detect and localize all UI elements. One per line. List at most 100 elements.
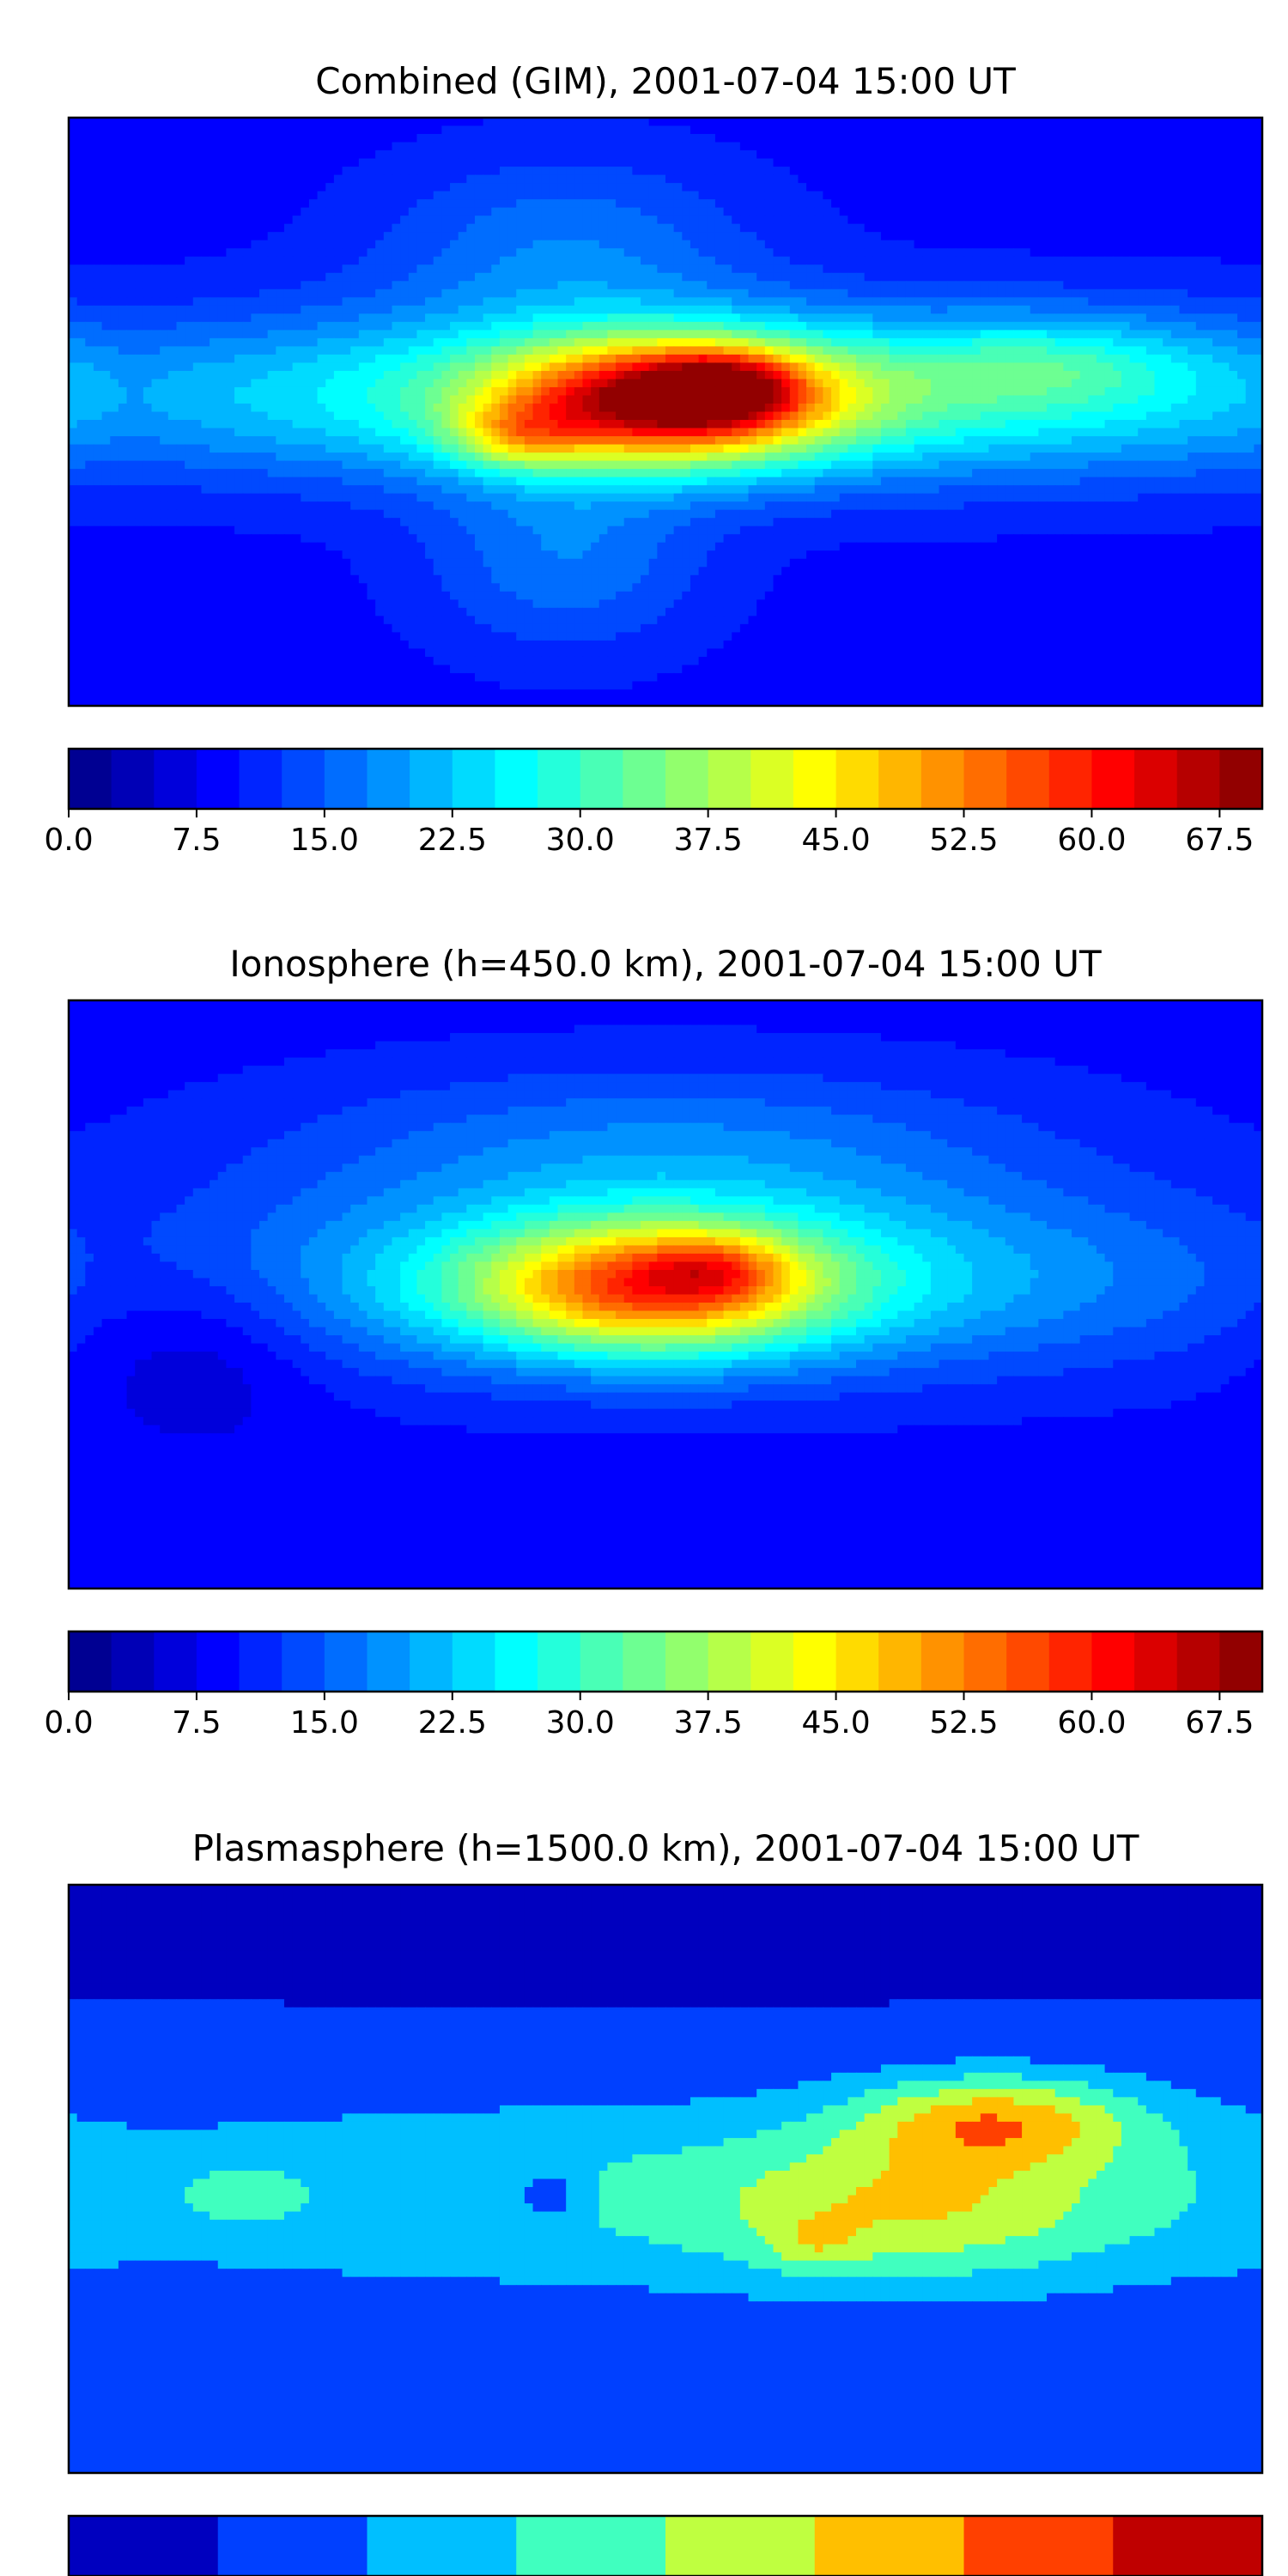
colorbar-segment — [1006, 1631, 1050, 1692]
colorbar-segment — [196, 749, 240, 809]
colorbar-segment — [1048, 749, 1092, 809]
colorbar-segment — [623, 749, 666, 809]
colorbar-segment — [111, 749, 155, 809]
colorbar-segment — [963, 2516, 1114, 2576]
colorbar-segment — [580, 1631, 623, 1692]
colorbar-tick-label: 7.5 — [172, 1705, 221, 1741]
colorbar-segment — [154, 749, 197, 809]
colorbar-tick-label: 52.5 — [929, 1705, 998, 1741]
colorbar-tick-label: 0.0 — [44, 1705, 93, 1741]
colorbar-segment — [239, 749, 283, 809]
colorbar-segment — [920, 1631, 964, 1692]
colorbar-segment — [538, 749, 581, 809]
colorbar-segment — [920, 749, 964, 809]
colorbar-segment — [1091, 749, 1135, 809]
colorbar-segment — [665, 2516, 816, 2576]
colorbar-tick-label: 30.0 — [546, 823, 615, 858]
contour-field — [69, 118, 1262, 706]
colorbar-segment — [217, 2516, 368, 2576]
colorbar-tick-label: 52.5 — [929, 823, 998, 858]
colorbar-segment — [495, 749, 538, 809]
colorbar-segment — [452, 1631, 495, 1692]
colorbar-segment — [835, 749, 879, 809]
colorbar: 0.0 7.5 15.0 22.5 30.0 37.5 45.0 52.5 60.0 67.5 — [44, 1630, 1264, 1741]
colorbar-segment — [538, 1631, 581, 1692]
colorbar-segment — [282, 1631, 325, 1692]
colorbar-segment — [367, 749, 410, 809]
colorbar-tick-label: 60.0 — [1057, 823, 1126, 858]
colorbar-segment — [793, 749, 837, 809]
colorbar-frame — [67, 1630, 1264, 1693]
panel-title: Ionosphere (h=450.0 km), 2001-07-04 15:0… — [229, 943, 1102, 985]
colorbar-segment — [814, 2516, 964, 2576]
colorbar-segment — [410, 1631, 453, 1692]
colorbar-segment — [410, 749, 453, 809]
colorbar-tick-label: 45.0 — [801, 823, 870, 858]
colorbar-tick-label: 22.5 — [418, 1705, 487, 1741]
panel-3: Plasmasphere (h=1500.0 km), 2001-07-04 1… — [67, 1827, 1264, 2576]
colorbar-frame — [67, 2514, 1264, 2576]
colorbar-segment — [69, 1631, 112, 1692]
colorbar-frame — [67, 747, 1264, 811]
colorbar-segment — [196, 1631, 240, 1692]
colorbar-segment — [835, 1631, 879, 1692]
colorbar-segment — [750, 749, 794, 809]
colorbar-segment — [708, 749, 751, 809]
colorbar-segment — [665, 749, 709, 809]
colorbar-segment — [1091, 1631, 1135, 1692]
colorbar: 0.02.55.07.510.012.515.017.520.0 — [67, 2514, 1264, 2576]
colorbar-segment — [367, 2516, 517, 2576]
colorbar-segment — [1006, 749, 1050, 809]
panel-1: Combined (GIM), 2001-07-04 15:00 UT 0.0 7.… — [44, 60, 1264, 858]
colorbar-segment — [1176, 749, 1220, 809]
colorbar-segment — [1176, 1631, 1220, 1692]
colorbar-tick-label: 37.5 — [674, 823, 743, 858]
colorbar-segment — [878, 749, 922, 809]
colorbar-segment — [282, 749, 325, 809]
colorbar-tick-label: 37.5 — [674, 1705, 743, 1741]
colorbar-segment — [1219, 1631, 1263, 1692]
colorbar-segment — [708, 1631, 751, 1692]
colorbar-segment — [516, 2516, 666, 2576]
colorbar-segment — [111, 1631, 155, 1692]
colorbar-tick-label: 15.0 — [290, 823, 359, 858]
map-frame — [67, 999, 1264, 1590]
panel-2: Ionosphere (h=450.0 km), 2001-07-04 15:0… — [44, 943, 1264, 1741]
colorbar-segment — [793, 1631, 837, 1692]
panel-title: Plasmasphere (h=1500.0 km), 2001-07-04 1… — [192, 1827, 1139, 1869]
colorbar-segment — [452, 749, 495, 809]
colorbar-segment — [69, 2516, 219, 2576]
colorbar-segment — [69, 749, 112, 809]
colorbar-tick-label: 67.5 — [1185, 1705, 1254, 1741]
colorbar-segment — [1048, 1631, 1092, 1692]
colorbar-segment — [1113, 2516, 1263, 2576]
colorbar-segment — [580, 749, 623, 809]
colorbar-segment — [963, 749, 1007, 809]
map-frame — [67, 1883, 1264, 2475]
colorbar-tick-label: 60.0 — [1057, 1705, 1126, 1741]
colorbar-segment — [1134, 1631, 1178, 1692]
colorbar-tick-label: 30.0 — [546, 1705, 615, 1741]
colorbar-segment — [324, 749, 368, 809]
contour-field — [69, 1885, 1262, 2473]
colorbar-segment — [154, 1631, 197, 1692]
colorbar-tick-label: 15.0 — [290, 1705, 359, 1741]
colorbar-segment — [963, 1631, 1007, 1692]
colorbar-segment — [1134, 749, 1178, 809]
colorbar-segment — [324, 1631, 368, 1692]
colorbar-segment — [750, 1631, 794, 1692]
colorbar-tick-label: 7.5 — [172, 823, 221, 858]
panel-title: Combined (GIM), 2001-07-04 15:00 UT — [315, 60, 1016, 102]
colorbar-segment — [239, 1631, 283, 1692]
colorbar-segment — [665, 1631, 709, 1692]
contour-field — [69, 1000, 1262, 1589]
colorbar-segment — [623, 1631, 666, 1692]
colorbar-tick-label: 22.5 — [418, 823, 487, 858]
colorbar-segment — [367, 1631, 410, 1692]
colorbar-segment — [1219, 749, 1263, 809]
colorbar-tick-label: 67.5 — [1185, 823, 1254, 858]
colorbar: 0.0 7.5 15.0 22.5 30.0 37.5 45.0 52.5 60.0 67.5 — [44, 747, 1264, 858]
colorbar-tick-label: 45.0 — [801, 1705, 870, 1741]
colorbar-segment — [878, 1631, 922, 1692]
